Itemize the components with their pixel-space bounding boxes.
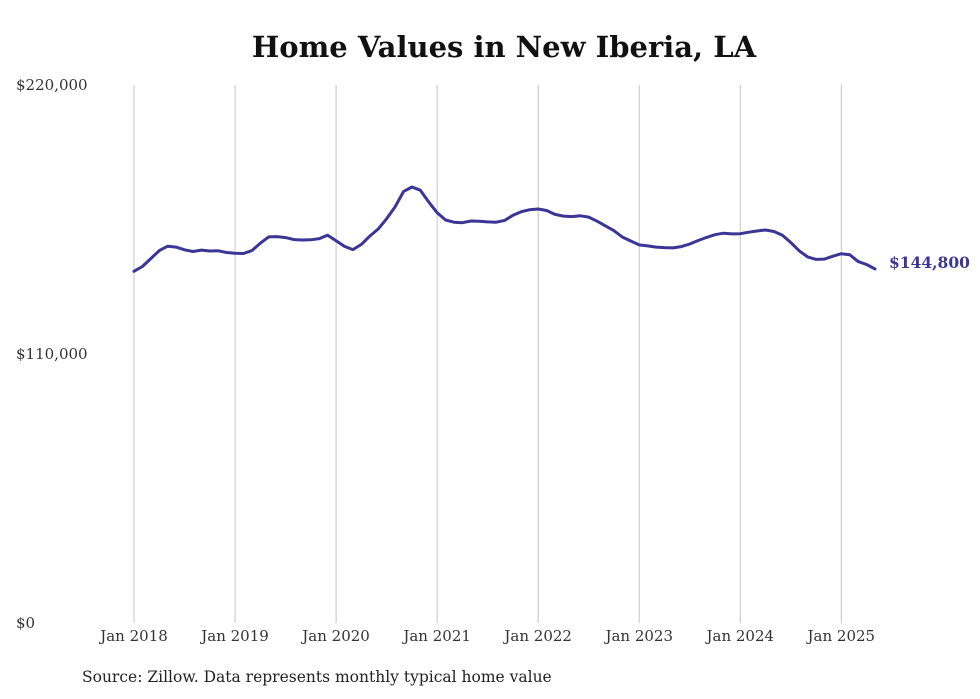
x-tick-label: Jan 2021 <box>401 627 471 645</box>
y-tick-label: $0 <box>16 614 35 632</box>
x-tick-label: Jan 2024 <box>704 627 774 645</box>
source-note: Source: Zillow. Data represents monthly … <box>82 668 552 686</box>
y-tick-label: $220,000 <box>16 76 88 94</box>
end-value-label: $144,800 <box>889 253 970 272</box>
chart-title: Home Values in New Iberia, LA <box>251 30 757 64</box>
home-value-line <box>132 185 877 273</box>
x-tick-label: Jan 2020 <box>300 627 370 645</box>
x-tick-label: Jan 2023 <box>603 627 673 645</box>
x-tick-label: Jan 2025 <box>806 627 876 645</box>
y-tick-label: $110,000 <box>16 345 88 363</box>
x-tick-label: Jan 2018 <box>98 627 168 645</box>
x-tick-label: Jan 2019 <box>199 627 269 645</box>
x-tick-label: Jan 2022 <box>502 627 572 645</box>
